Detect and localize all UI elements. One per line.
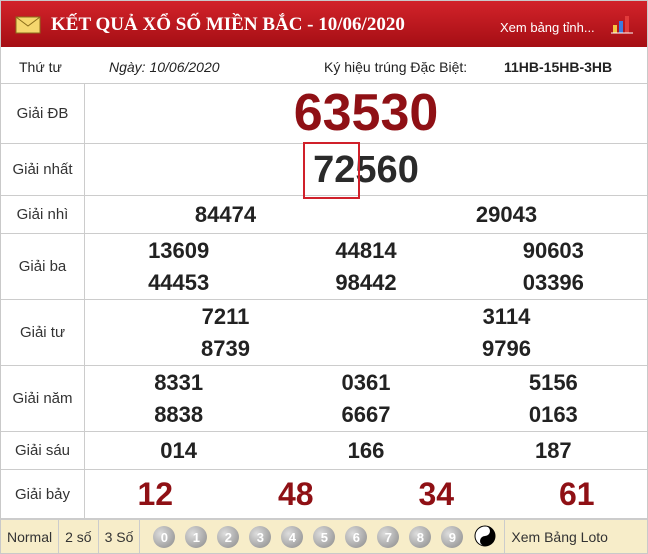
digit-ball[interactable]: 8	[409, 526, 432, 548]
prize-number: 5156	[528, 369, 578, 395]
digit-ball[interactable]: 3	[249, 526, 272, 548]
prize-numbers: 014 166 187	[85, 432, 647, 469]
prize-row: Giải sáu 014 166 187	[1, 432, 647, 470]
prize-label: Giải sáu	[1, 432, 85, 469]
prize-numbers: 8331 0361 5156 8838 6667 0163	[85, 366, 647, 431]
prize-number: 7211	[201, 303, 250, 329]
prize-number: 187	[534, 437, 572, 463]
prize-label: Giải ĐB	[1, 83, 85, 143]
prize-number: 0361	[341, 369, 391, 395]
digit-ball[interactable]: 9	[441, 526, 464, 548]
prize-number: 6667	[341, 401, 391, 427]
mail-icon	[15, 16, 41, 34]
results-table: Giải ĐB 63530 Giải nhất 72560 Giải nhì 84474 2…	[1, 83, 647, 519]
tab[interactable]: 2 số	[59, 520, 99, 553]
digit-ball[interactable]: 5	[313, 526, 336, 548]
prize-number: 98442	[335, 269, 397, 295]
prize-row: Giải bảy 12 48 34 61	[1, 470, 647, 519]
prize-number: 44453	[148, 269, 210, 295]
prize-number: 12	[137, 476, 174, 512]
prize-number: 03396	[522, 269, 584, 295]
prize-number: 0163	[528, 401, 578, 427]
prize-number: 29043	[475, 201, 538, 227]
prize-number: 3114	[482, 303, 531, 329]
info-row: Thứ tư Ngày: 10/06/2020 Ký hiệu trúng Đặ…	[1, 47, 647, 84]
prize-label: Giải tư	[1, 300, 85, 365]
prize-number: 72560	[313, 148, 419, 191]
prize-label: Giải nhất	[1, 144, 85, 195]
header: KẾT QUẢ XỔ SỐ MIỀN BẮC - 10/06/2020 Xem …	[1, 1, 647, 47]
yin-yang-icon	[474, 525, 496, 546]
prize-numbers: 12 48 34 61	[85, 470, 647, 518]
prize-number: 9796	[482, 335, 531, 361]
prize-number: 44814	[335, 237, 397, 263]
number-line: 7211 3114	[85, 301, 647, 333]
number-line: 44453 98442 03396	[85, 267, 647, 299]
footer: Normal 2 số 3 Số 0 1 2 3 4 5 6 7 8 9 Xem Bảng Loto	[1, 519, 647, 553]
prize-row: Giải ĐB 63530	[1, 83, 647, 144]
prize-number: 014	[160, 437, 198, 463]
digit-ball[interactable]: 6	[345, 526, 368, 548]
prize-row: Giải nhì 84474 29043	[1, 196, 647, 234]
weekday: Thứ tư	[19, 59, 62, 75]
number-line: 8331 0361 5156	[85, 367, 647, 399]
prize-number: 63530	[293, 84, 439, 142]
prize-label: Giải ba	[1, 234, 85, 299]
prize-row: Giải nhất 72560	[1, 144, 647, 196]
highlight-box	[303, 142, 360, 199]
yin-yang[interactable]	[474, 525, 496, 550]
prize-number: 61	[558, 476, 595, 512]
prize-numbers: 7211 3114 8739 9796	[85, 300, 647, 365]
number-line: 84474 29043	[85, 199, 647, 231]
prize-number: 8331	[154, 369, 204, 395]
prize-numbers: 72560	[85, 144, 647, 195]
digit-ball[interactable]: 0	[153, 526, 176, 548]
prize-row: Giải tư 7211 3114 8739 9796	[1, 300, 647, 366]
number-line: 014 166 187	[85, 435, 647, 467]
loto-link[interactable]: Xem Bảng Loto	[504, 520, 614, 553]
prize-number: 166	[347, 437, 385, 463]
prize-number: 84474	[194, 201, 257, 227]
prize-number: 8739	[201, 335, 250, 361]
title: KẾT QUẢ XỔ SỐ MIỀN BẮC - 10/06/2020	[51, 14, 405, 35]
prize-number: 13609	[148, 237, 210, 263]
number-line: 63530	[85, 83, 647, 143]
number-line: 72560	[85, 145, 647, 195]
digit-ball[interactable]: 2	[217, 526, 240, 548]
number-line: 12 48 34 61	[85, 471, 647, 517]
prize-row: Giải năm 8331 0361 5156 8838 6667 0163	[1, 366, 647, 432]
digit-ball[interactable]: 7	[377, 526, 400, 548]
prize-numbers: 13609 44814 90603 44453 98442 03396	[85, 234, 647, 299]
number-line: 8739 9796	[85, 333, 647, 365]
provinces-link[interactable]: Xem bảng tỉnh...	[500, 20, 595, 35]
digit-ball[interactable]: 4	[281, 526, 304, 548]
prize-label: Giải năm	[1, 366, 85, 431]
digit-ball[interactable]: 1	[185, 526, 208, 548]
number-line: 13609 44814 90603	[85, 235, 647, 267]
prize-numbers: 63530	[85, 83, 647, 143]
tab[interactable]: 3 Số	[99, 520, 141, 553]
code-label: Ký hiệu trúng Đặc Biệt:	[324, 59, 468, 75]
prize-number: 34	[418, 476, 455, 512]
tab[interactable]: Normal	[1, 520, 60, 553]
prize-number: 90603	[522, 237, 584, 263]
prize-number: 48	[277, 476, 314, 512]
prize-number: 8838	[154, 401, 204, 427]
prize-numbers: 84474 29043	[85, 196, 647, 233]
number-line: 8838 6667 0163	[85, 399, 647, 431]
code: 11HB-15HB-3HB	[504, 59, 613, 75]
date: Ngày: 10/06/2020	[109, 59, 220, 75]
prize-row: Giải ba 13609 44814 90603 44453 98442 03396	[1, 234, 647, 300]
prize-label: Giải nhì	[1, 196, 85, 233]
chart-icon	[611, 16, 633, 34]
prize-label: Giải bảy	[1, 470, 85, 518]
